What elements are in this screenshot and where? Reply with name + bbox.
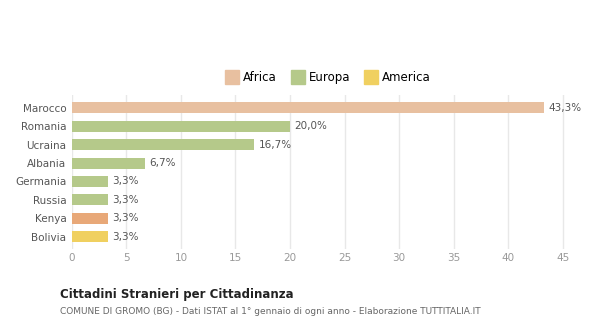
Text: 6,7%: 6,7% (149, 158, 176, 168)
Bar (72, 176, 108, 187)
Bar (72, 157, 145, 169)
Text: 3,3%: 3,3% (112, 213, 139, 223)
Bar (72, 102, 544, 113)
Text: Cittadini Stranieri per Cittadinanza: Cittadini Stranieri per Cittadinanza (60, 288, 293, 301)
Bar (72, 231, 108, 242)
Text: COMUNE DI GROMO (BG) - Dati ISTAT al 1° gennaio di ogni anno - Elaborazione TUTT: COMUNE DI GROMO (BG) - Dati ISTAT al 1° … (60, 307, 481, 316)
Text: 3,3%: 3,3% (112, 176, 139, 187)
Bar (72, 213, 108, 224)
Bar (72, 139, 254, 150)
Text: 3,3%: 3,3% (112, 232, 139, 242)
Text: 43,3%: 43,3% (548, 103, 581, 113)
Legend: Africa, Europa, America: Africa, Europa, America (222, 67, 434, 87)
Text: 3,3%: 3,3% (112, 195, 139, 205)
Text: 20,0%: 20,0% (295, 121, 327, 131)
Bar (72, 194, 108, 205)
Bar (72, 121, 290, 132)
Text: 16,7%: 16,7% (259, 140, 292, 150)
